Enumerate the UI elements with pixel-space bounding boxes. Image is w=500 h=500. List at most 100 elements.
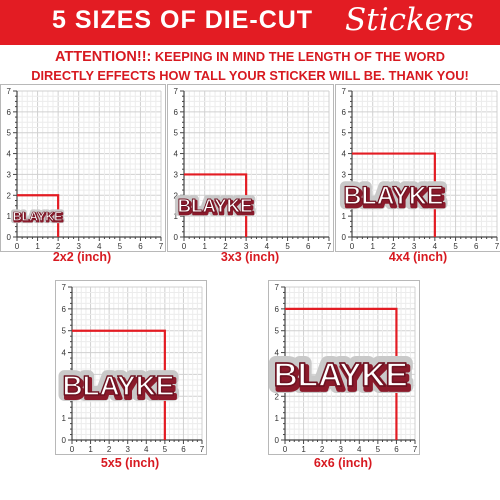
y-tick-label: 6 — [275, 305, 280, 314]
x-tick-label: 4 — [97, 242, 102, 251]
y-tick-label: 6 — [174, 108, 179, 117]
y-tick-label: 4 — [174, 150, 179, 159]
x-tick-label: 6 — [181, 445, 186, 454]
attention-text-1: KEEPING IN MIND THE LENGTH OF THE WORD — [151, 49, 445, 64]
grid — [71, 286, 203, 441]
sticker-word: BLAYKE — [274, 357, 408, 394]
y-tick-label: 5 — [174, 129, 179, 138]
x-tick-label: 5 — [285, 242, 290, 251]
sticker-word: BLAYKE — [179, 197, 254, 218]
x-tick-label: 1 — [35, 242, 40, 251]
y-tick-label: 1 — [62, 414, 67, 423]
size-chart-5x5: 0 0 1 1 2 2 3 3 4 4 5 5 6 6 7 7 BLAYKE BLAYKE BLAYKE — [55, 280, 207, 455]
caption-5x5: 5x5 (inch) — [100, 456, 160, 470]
y-tick-label: 2 — [7, 191, 12, 200]
y-tick-label: 5 — [275, 327, 280, 336]
attention-line-2: DIRECTLY EFFECTS HOW TALL YOUR STICKER W… — [31, 68, 469, 83]
y-tick-label: 7 — [7, 87, 12, 96]
x-tick-label: 3 — [338, 445, 343, 454]
size-frame — [17, 194, 60, 237]
x-tick-label: 1 — [301, 445, 306, 454]
x-tick-label: 1 — [88, 445, 93, 454]
y-tick-label: 3 — [7, 170, 12, 179]
y-tick-label: 7 — [174, 87, 179, 96]
x-tick-label: 6 — [474, 242, 479, 251]
caption-4x4: 4x4 (inch) — [388, 250, 448, 264]
x-tick-label: 3 — [244, 242, 249, 251]
size-chart-6x6: 0 0 1 1 2 2 3 3 4 4 5 5 6 6 7 7 BLAYKE BLAYKE BLAYKE — [268, 280, 420, 455]
x-tick-label: 6 — [306, 242, 311, 251]
sticker-word: BLAYKE — [64, 373, 176, 404]
x-tick-label: 4 — [144, 445, 149, 454]
y-tick-label: 1 — [275, 414, 280, 423]
y-tick-label: 3 — [342, 170, 347, 179]
y-tick-label: 0 — [7, 233, 12, 242]
y-tick-label: 2 — [342, 191, 347, 200]
x-tick-label: 6 — [394, 445, 399, 454]
sticker-word: BLAYKE — [343, 183, 443, 210]
size-chart-3x3: 0 0 1 1 2 2 3 3 4 4 5 5 6 6 7 7 BLAYKE BLAYKE BLAYKE — [167, 84, 334, 252]
y-tick-label: 1 — [7, 212, 12, 221]
x-tick-label: 7 — [413, 445, 418, 454]
y-tick-label: 4 — [275, 349, 280, 358]
x-tick-label: 2 — [223, 242, 228, 251]
y-tick-label: 5 — [7, 129, 12, 138]
x-tick-label: 2 — [320, 445, 325, 454]
y-tick-label: 4 — [7, 150, 12, 159]
x-tick-label: 3 — [412, 242, 417, 251]
y-tick-label: 7 — [62, 283, 67, 292]
sticker-word: BLAYKE — [178, 195, 253, 216]
x-tick-label: 6 — [138, 242, 143, 251]
y-tick-label: 0 — [275, 436, 280, 445]
sticker-word: BLAYKE — [178, 195, 253, 216]
x-tick-label: 1 — [370, 242, 375, 251]
y-tick-label: 2 — [174, 191, 179, 200]
x-tick-label: 7 — [327, 242, 332, 251]
sticker-word: BLAYKE — [62, 370, 174, 401]
y-tick-label: 0 — [342, 233, 347, 242]
x-tick-label: 3 — [76, 242, 81, 251]
sticker-word: BLAYKE — [13, 209, 63, 223]
size-frame — [184, 173, 248, 237]
y-tick-label: 7 — [275, 283, 280, 292]
y-tick-label: 3 — [174, 170, 179, 179]
y-tick-label: 0 — [62, 436, 67, 445]
caption-3x3: 3x3 (inch) — [220, 250, 280, 264]
y-tick-label: 6 — [62, 305, 67, 314]
x-tick-label: 0 — [15, 242, 20, 251]
x-tick-label: 0 — [283, 445, 288, 454]
y-tick-label: 6 — [342, 108, 347, 117]
y-tick-label: 4 — [342, 150, 347, 159]
y-tick-label: 1 — [342, 212, 347, 221]
size-chart-2x2: 0 0 1 1 2 2 3 3 4 4 5 5 6 6 7 7 BLAYKE BLAYKE BLAYKE — [0, 84, 166, 252]
y-tick-label: 6 — [7, 108, 12, 117]
attention-label: ATTENTION!!: — [55, 49, 152, 65]
sticker-word: BLAYKE — [14, 211, 64, 225]
x-tick-label: 7 — [200, 445, 205, 454]
x-tick-label: 5 — [118, 242, 123, 251]
sticker-word: BLAYKE — [345, 185, 445, 212]
grid — [183, 90, 330, 238]
y-tick-label: 3 — [275, 370, 280, 379]
caption-6x6: 6x6 (inch) — [313, 456, 373, 470]
size-frame — [285, 307, 398, 440]
x-tick-label: 2 — [56, 242, 61, 251]
x-tick-label: 4 — [357, 445, 362, 454]
sticker-word: BLAYKE — [13, 209, 63, 223]
grid — [351, 90, 498, 238]
x-tick-label: 0 — [182, 242, 187, 251]
grid — [16, 90, 162, 238]
x-tick-label: 0 — [70, 445, 75, 454]
x-tick-label: 5 — [453, 242, 458, 251]
y-tick-label: 4 — [62, 349, 67, 358]
size-frame — [72, 329, 166, 440]
